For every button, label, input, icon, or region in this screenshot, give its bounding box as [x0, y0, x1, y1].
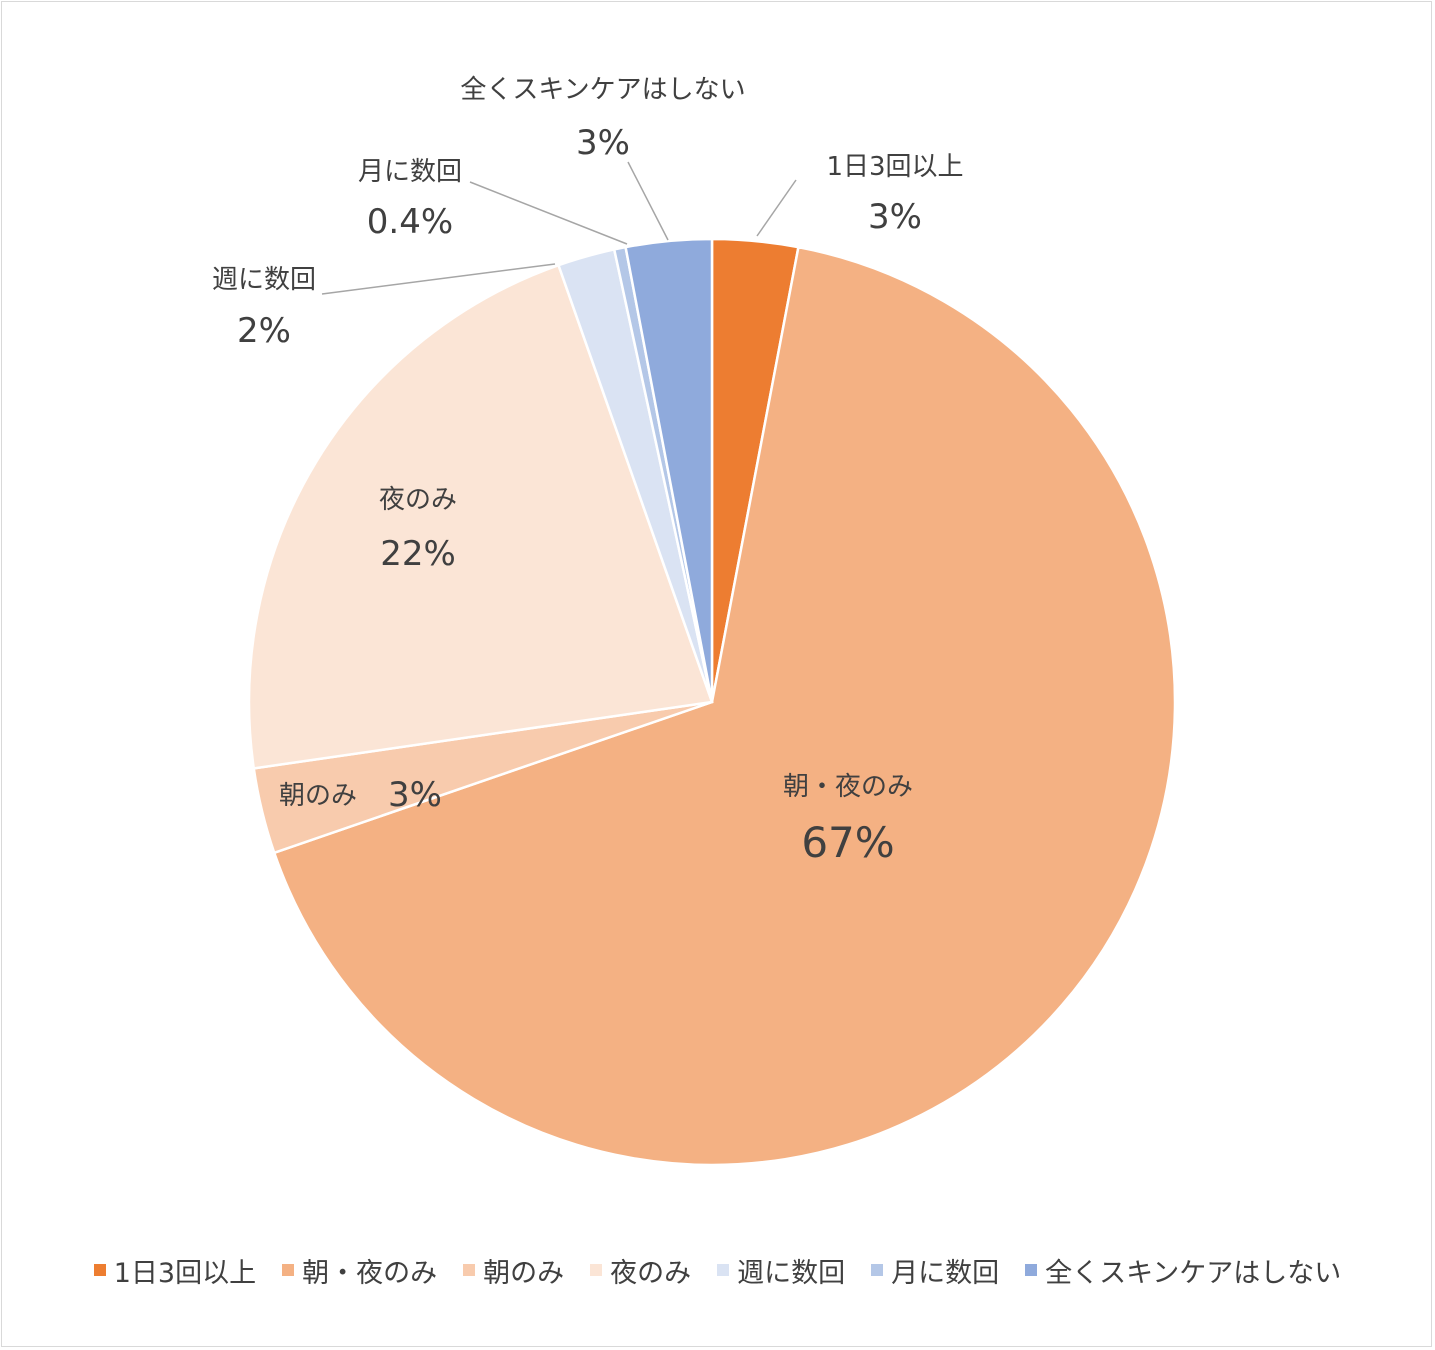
- legend-label: 夜のみ: [610, 1257, 692, 1289]
- leader-line-6: [469, 181, 628, 245]
- legend-item-4: 夜のみ: [590, 1251, 691, 1290]
- chart-legend: 1日3回以上 朝・夜のみ 朝のみ 夜のみ 週に数回 月に数回 全くスキンケアはしない: [0, 1250, 1435, 1290]
- leader-line-5: [321, 263, 556, 295]
- legend-label: 週に数回: [737, 1257, 846, 1289]
- legend-label: 朝・夜のみ: [302, 1257, 438, 1289]
- pie-slice-4: [247, 263, 714, 770]
- pie-slice-7: [624, 237, 714, 703]
- legend-swatch: [1025, 1264, 1038, 1276]
- legend-swatch: [93, 1264, 106, 1276]
- category-label-3: 朝のみ: [279, 781, 357, 811]
- legend-label: 月に数回: [891, 1257, 1000, 1289]
- legend-label: 朝のみ: [483, 1257, 565, 1289]
- data-label-4: 22%: [380, 534, 456, 574]
- data-label-2: 67%: [801, 818, 894, 867]
- pie-slice-2: [272, 245, 1177, 1167]
- category-label-7: 全くスキンケアはしない: [460, 75, 745, 105]
- legend-swatch: [717, 1264, 730, 1276]
- legend-label: 全くスキンケアはしない: [1045, 1257, 1342, 1289]
- legend-item-1: 1日3回以上: [93, 1251, 257, 1290]
- leader-line-1: [756, 179, 797, 237]
- category-label-6: 月に数回: [358, 157, 462, 187]
- legend-item-2: 朝・夜のみ: [282, 1251, 437, 1290]
- legend-item-7: 全くスキンケアはしない: [1025, 1251, 1341, 1290]
- legend-item-3: 朝のみ: [463, 1251, 564, 1290]
- legend-swatch: [282, 1264, 295, 1276]
- leader-line-7: [627, 161, 669, 241]
- legend-item-6: 月に数回: [871, 1251, 999, 1290]
- category-label-2: 朝・夜のみ: [783, 772, 913, 802]
- category-label-5: 週に数回: [212, 265, 316, 295]
- data-label-3: 3%: [388, 775, 442, 815]
- data-label-1: 3%: [868, 197, 922, 237]
- legend-label: 1日3回以上: [113, 1257, 257, 1289]
- category-label-4: 夜のみ: [379, 485, 457, 515]
- legend-swatch: [590, 1264, 603, 1276]
- data-label-6: 0.4%: [367, 202, 453, 242]
- legend-swatch: [871, 1264, 884, 1276]
- data-label-7: 3%: [576, 123, 630, 163]
- legend-item-5: 週に数回: [717, 1251, 845, 1290]
- legend-swatch: [463, 1264, 476, 1276]
- data-label-5: 2%: [237, 311, 291, 351]
- category-label-1: 1日3回以上: [826, 152, 963, 182]
